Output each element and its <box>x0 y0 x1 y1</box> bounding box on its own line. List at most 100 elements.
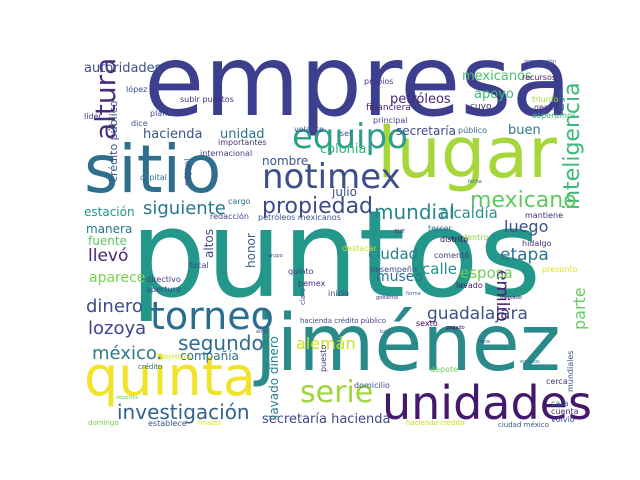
word-secretaria: secretaría <box>396 124 456 138</box>
word-hacienda: hacienda <box>143 127 203 142</box>
word-aparece: aparece <box>89 270 146 286</box>
word-cuenta: cuenta <box>551 407 579 416</box>
word-torneo: torneo <box>150 294 274 338</box>
word-credito-publico: crédito público <box>107 100 120 182</box>
word-mexicanos: mexicanos <box>462 69 532 84</box>
word-fiscal: fiscal <box>188 261 209 270</box>
word-cuyo: cuyo <box>470 102 492 112</box>
word-grupo: grupo <box>268 253 283 259</box>
word-lozoya: lozoya <box>88 318 147 339</box>
word-credito: crédito <box>138 363 163 371</box>
word-importantes: importantes <box>218 138 267 147</box>
word-cerca: cerca <box>546 377 568 386</box>
word-mundial: mundial <box>374 200 455 224</box>
word-calle: calle <box>422 260 458 278</box>
word-cargo: cargo <box>228 197 251 206</box>
word-notimex: notimex <box>262 157 401 197</box>
word-gobierno: gobierno <box>376 295 399 301</box>
word-claro: claro <box>299 287 307 305</box>
word-ciudad-mexico: ciudad méxico <box>498 421 549 429</box>
word-lugar: lugar <box>377 112 557 194</box>
word-colonia: colonia <box>320 142 367 157</box>
word-esperamos: esperamos <box>532 111 577 120</box>
word-apertura: apertura <box>146 285 181 294</box>
word-volvio: volvió <box>551 415 575 424</box>
word-directivo: directivo <box>146 275 181 284</box>
word-compania: compañía <box>180 349 239 363</box>
word-lavado: lavado <box>456 281 483 290</box>
word-guadalajara: guadalajara <box>427 304 528 324</box>
word-parte: parte <box>570 287 589 330</box>
word-dinero: dinero <box>86 296 143 317</box>
word-unidades: unidades <box>382 376 592 430</box>
word-aleman: alemán <box>296 334 356 353</box>
word-forma: forma <box>406 291 421 297</box>
word-presunto: presunto <box>542 265 578 274</box>
word-bajo: bajo <box>380 329 391 335</box>
word-julio: julio <box>332 185 357 199</box>
word-origen: origen <box>557 89 565 112</box>
word-cara: cara <box>551 399 569 408</box>
word-tercer: tercer <box>428 224 452 233</box>
word-dice: dice <box>131 119 148 128</box>
word-puesto: puesto <box>319 344 328 372</box>
word-hacienda-credito: hacienda crédito <box>406 419 465 427</box>
word-internacional: internacional <box>200 149 253 158</box>
word-esposa: esposa <box>460 264 513 282</box>
word-propiedad: propiedad <box>262 194 374 219</box>
word-equipos: equipos <box>520 359 540 365</box>
word-mundiales: mundiales <box>566 350 575 392</box>
word-organizacion: organización <box>524 59 556 65</box>
word-llevo: llevó <box>88 246 129 266</box>
word-segundo: segundo <box>178 331 264 355</box>
word-lider: líder <box>84 112 102 121</box>
word-capital: capital <box>140 173 167 182</box>
word-altos: altos <box>202 229 216 258</box>
word-estacion: estación <box>84 205 135 219</box>
word-buen: buen <box>508 123 541 138</box>
word-equipo: equipo <box>292 117 408 157</box>
word-lavado-dinero: lavado dinero <box>267 336 281 418</box>
word-sur: sur <box>394 227 405 235</box>
word-inicio: inicio <box>328 289 350 298</box>
word-siguiente: siguiente <box>143 198 226 219</box>
word-domingo: domingo <box>88 419 119 427</box>
word-etapa: etapa <box>500 245 549 265</box>
word-mexico: méxico. <box>92 343 163 364</box>
word-ciudad: ciudad <box>368 245 419 263</box>
word-serie: serie <box>300 375 374 410</box>
word-objetivos: objetivos <box>160 353 192 361</box>
word-financiera: financiera <box>366 103 411 113</box>
word-autoridades: autoridades <box>84 61 162 76</box>
word-fuente: fuente <box>88 234 127 248</box>
word-petroleos-mexicanos: petróleos mexicanos <box>258 213 341 222</box>
word-nombre: nombre <box>262 154 309 168</box>
word-sitio: sitio <box>84 131 222 208</box>
word-puntos: puntos <box>130 186 542 325</box>
word-mercado: mercado <box>500 295 522 301</box>
word-secretaria-hacienda: secretaría hacienda <box>262 412 391 427</box>
word-hidalgo: hidalgo <box>522 239 552 248</box>
word-distrito: distrito <box>440 235 469 244</box>
word-petroleos: petróleos <box>390 92 451 107</box>
word-anos: años <box>256 329 268 335</box>
word-volante: volante <box>294 125 324 134</box>
word-propios: propios <box>364 77 394 86</box>
word-destacar: destacar <box>342 244 377 253</box>
word-hace: hace <box>478 339 491 345</box>
word-domicilio: domicilio <box>354 381 390 390</box>
word-establece: establece <box>148 419 187 428</box>
word-quinto: quinto <box>288 267 314 276</box>
word-pemex: pemex <box>298 279 326 288</box>
word-apoyo: apoyo <box>474 87 514 102</box>
word-redaccion: redacción <box>210 212 249 221</box>
word-pagado: pagado <box>446 325 465 331</box>
word-alcaldia: alcaldía <box>440 204 498 222</box>
word-dentro: dentro <box>462 233 489 242</box>
word-unidad: unidad <box>220 127 265 142</box>
word-mexicano: mexicano <box>470 188 577 213</box>
word-miguel: miguel <box>183 158 192 186</box>
word-finales: finales <box>198 419 222 427</box>
word-honor: honor <box>244 233 258 268</box>
